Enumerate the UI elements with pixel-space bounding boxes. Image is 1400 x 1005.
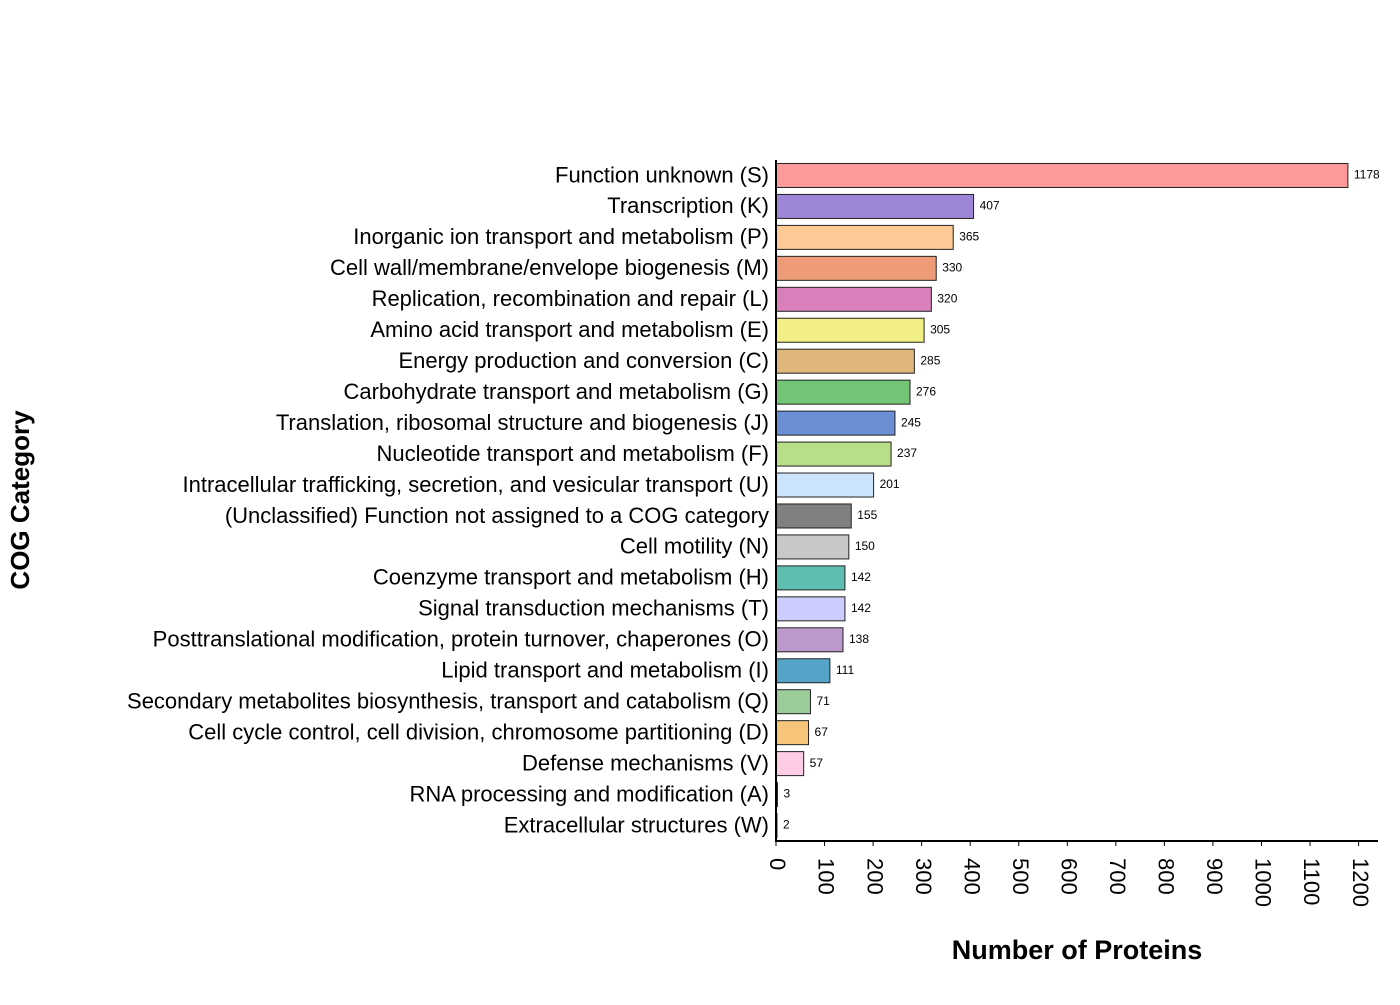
x-tick-label: 1100 bbox=[1299, 858, 1324, 905]
y-tick-label: Extracellular structures (W) bbox=[504, 812, 769, 837]
y-tick-label: Transcription (K) bbox=[607, 193, 769, 218]
bar bbox=[775, 348, 915, 374]
value-label: 3 bbox=[783, 787, 790, 801]
value-label: 142 bbox=[851, 601, 871, 615]
y-tick-label: Energy production and conversion (C) bbox=[398, 348, 769, 373]
bar bbox=[775, 162, 1349, 188]
x-tick-label: 700 bbox=[1105, 858, 1130, 895]
x-tick-label: 0 bbox=[765, 858, 790, 870]
value-label: 1178 bbox=[1354, 168, 1380, 182]
x-axis-title: Number of Proteins bbox=[952, 935, 1203, 965]
y-tick-label: (Unclassified) Function not assigned to … bbox=[225, 503, 769, 528]
y-tick-label: Inorganic ion transport and metabolism (… bbox=[353, 224, 769, 249]
value-label: 276 bbox=[916, 384, 936, 398]
value-label: 365 bbox=[959, 230, 979, 244]
bar bbox=[775, 441, 892, 467]
y-tick-label: Amino acid transport and metabolism (E) bbox=[370, 317, 769, 342]
value-label: 111 bbox=[836, 663, 855, 677]
bar bbox=[775, 751, 805, 777]
bar bbox=[775, 627, 844, 653]
value-label: 142 bbox=[851, 570, 871, 584]
value-label: 2 bbox=[783, 818, 790, 832]
y-tick-label: Coenzyme transport and metabolism (H) bbox=[373, 565, 769, 590]
bar bbox=[775, 596, 846, 622]
x-tick-label: 400 bbox=[959, 858, 984, 895]
y-tick-label: Defense mechanisms (V) bbox=[522, 750, 769, 775]
y-tick-label: Cell wall/membrane/envelope biogenesis (… bbox=[330, 255, 769, 280]
value-label: 57 bbox=[810, 756, 824, 770]
x-tick-label: 800 bbox=[1154, 858, 1179, 895]
x-tick-label: 1000 bbox=[1251, 858, 1276, 907]
bar bbox=[775, 503, 852, 529]
bar bbox=[775, 565, 846, 591]
y-tick-label: Lipid transport and metabolism (I) bbox=[441, 658, 769, 683]
value-label: 285 bbox=[920, 353, 940, 367]
value-label: 71 bbox=[816, 694, 830, 708]
y-tick-label: Cell cycle control, cell division, chrom… bbox=[188, 719, 769, 744]
bar bbox=[775, 534, 850, 560]
value-label: 138 bbox=[849, 632, 869, 646]
x-tick-label: 900 bbox=[1202, 858, 1227, 895]
y-tick-label: Nucleotide transport and metabolism (F) bbox=[377, 441, 770, 466]
bar bbox=[775, 317, 925, 343]
y-axis-title: COG Category bbox=[5, 410, 35, 590]
bar bbox=[775, 379, 911, 405]
y-tick-label: RNA processing and modification (A) bbox=[410, 781, 770, 806]
value-label: 320 bbox=[937, 291, 957, 305]
bar bbox=[775, 193, 975, 219]
x-tick-label: 100 bbox=[814, 858, 839, 895]
y-tick-label: Posttranslational modification, protein … bbox=[153, 627, 769, 652]
y-tick-label: Signal transduction mechanisms (T) bbox=[418, 596, 769, 621]
x-tick-label: 1200 bbox=[1348, 858, 1373, 907]
value-label: 201 bbox=[880, 477, 900, 491]
x-tick-label: 300 bbox=[911, 858, 936, 895]
bar bbox=[775, 410, 896, 436]
value-label: 245 bbox=[901, 415, 921, 429]
y-tick-label: Translation, ribosomal structure and bio… bbox=[276, 410, 769, 435]
y-tick-label: Intracellular trafficking, secretion, an… bbox=[182, 472, 769, 497]
value-label: 67 bbox=[815, 725, 829, 739]
bar bbox=[775, 720, 810, 746]
bar bbox=[775, 658, 831, 684]
x-tick-label: 600 bbox=[1056, 858, 1081, 895]
value-label: 237 bbox=[897, 446, 917, 460]
y-tick-label: Function unknown (S) bbox=[555, 162, 769, 187]
x-tick-label: 200 bbox=[862, 858, 887, 895]
x-tick-label: 500 bbox=[1008, 858, 1033, 895]
y-tick-label: Cell motility (N) bbox=[620, 534, 769, 559]
value-label: 150 bbox=[855, 539, 875, 553]
bar bbox=[775, 224, 954, 250]
bar bbox=[775, 286, 932, 312]
value-label: 330 bbox=[942, 261, 962, 275]
value-label: 155 bbox=[857, 508, 877, 522]
y-tick-label: Carbohydrate transport and metabolism (G… bbox=[343, 379, 769, 404]
y-tick-label: Secondary metabolites biosynthesis, tran… bbox=[127, 689, 769, 714]
bar bbox=[775, 472, 875, 498]
value-label: 407 bbox=[980, 199, 1000, 213]
y-tick-label: Replication, recombination and repair (L… bbox=[372, 286, 769, 311]
bar bbox=[775, 689, 811, 715]
value-label: 305 bbox=[930, 322, 950, 336]
bar bbox=[775, 255, 937, 281]
